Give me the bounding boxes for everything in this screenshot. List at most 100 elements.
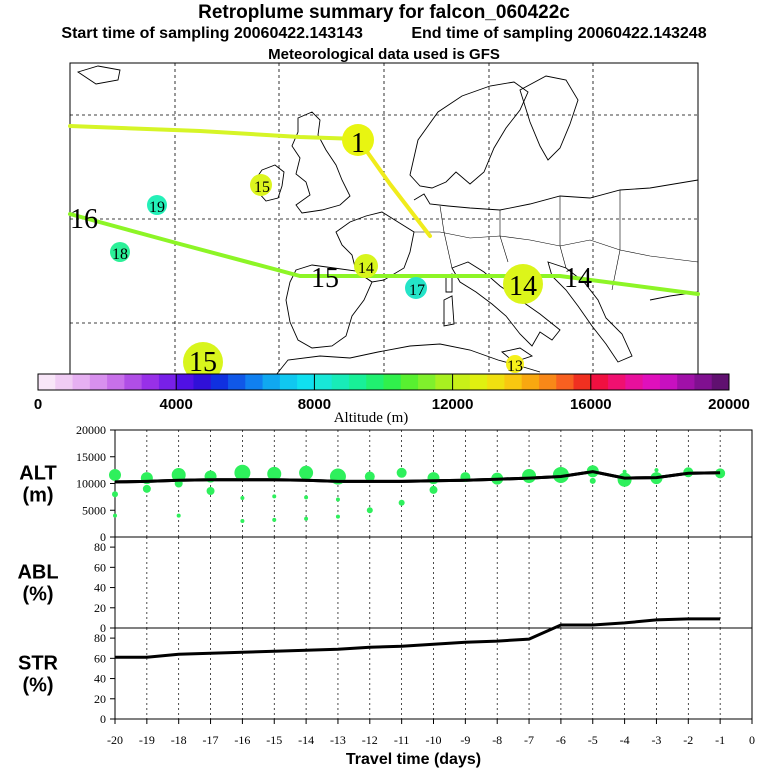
colorbar-cell [262,374,281,390]
plot-panel-1: 0 20 40 60 80 ABL(%) [17,536,753,635]
cluster-circle [342,124,374,156]
x-tick-label: -13 [330,733,346,747]
x-tick-label: -4 [620,733,630,747]
map-coastlines [76,65,699,376]
cluster-circle [354,254,378,278]
map-cluster-label: 14 [509,271,537,302]
particle-dot [304,495,309,500]
cluster-circles [110,124,543,382]
end-time-label: End time of sampling 20060422.143248 [411,25,707,42]
colorbar-cell [556,374,575,390]
y-axis-label: (m) [22,485,53,507]
colorbar-cell [228,374,246,390]
colorbar-cell [38,374,56,390]
colorbar-cell [625,374,644,390]
map-labels: 1 15 19 16 18 15 14 17 14 14 15 13 [70,128,592,378]
colorbar-cell [452,374,471,390]
colorbar-cell [107,374,125,390]
x-tick-label: -16 [234,733,250,747]
colorbar-cell [694,374,713,390]
main-title: Retroplume summary for falcon_060422c [198,2,570,23]
colorbar-cell [642,374,661,390]
colorbar-cell [193,374,212,390]
colorbar-cell [297,374,315,390]
particle-dot [113,513,117,518]
particle-dot [112,491,118,498]
colorbar-tick-label: 0 [34,396,42,413]
colorbar-cell [677,374,695,390]
particle-dot [171,467,186,482]
y-tick-label: 60 [94,560,106,574]
met-data-label: Meteorological data used is GFS [268,46,500,63]
map-cluster-label: 13 [507,358,523,375]
particle-dot [522,469,537,484]
trajectory-south [356,137,432,238]
particle-dot [715,468,726,479]
y-axis-label: ALT [19,463,56,485]
y-axis-label: ABL [17,562,58,584]
colorbar-tick-label: 12000 [432,396,474,413]
colorbar-cell [711,374,730,390]
colorbar-cell [469,374,488,390]
y-tick-label: 20 [94,601,106,615]
particle-dot [234,464,251,481]
series-line-overlay [114,470,721,484]
map-cluster-label: 15 [254,179,270,196]
particle-dot [654,468,659,473]
cluster-circle [503,264,543,304]
map-cluster-label: 14 [358,260,374,277]
map-cluster-label: 1 [351,128,365,159]
x-axis-label: Travel time (days) [346,751,481,768]
y-tick-label: 20 [94,692,106,706]
particle-dot [335,514,340,519]
colorbar-cell [141,374,160,390]
map-cluster-label: 19 [149,199,165,216]
colorbar-cell [245,374,264,390]
colorbar-cell [573,374,592,390]
y-tick-label: 0 [100,712,106,726]
y-tick-label: 15000 [76,450,106,464]
colorbar-tick-label: 4000 [160,396,193,413]
particle-dot [240,495,245,500]
y-tick-label: 80 [94,540,106,554]
cluster-circle [110,242,130,262]
particle-dot [272,494,277,499]
colorbar-cell [176,374,194,390]
plot-panel-0: 0 5000 10000 15000 20000 ALT(m) [19,423,753,544]
colorbar-tick-label: 8000 [298,396,331,413]
plots: 05000100001500020000ALT(m)020406080ABL(%… [17,423,755,768]
colorbar-cell [418,374,436,390]
y-tick-label: 40 [94,672,106,686]
particle-dot [589,477,596,484]
colorbar-cell [279,374,298,390]
x-tick-label: -14 [298,733,314,747]
x-tick-label: -20 [107,733,123,747]
particle-dot [398,499,405,506]
y-tick-label: 80 [94,631,106,645]
x-tick-label: -15 [266,733,282,747]
colorbar-cell [659,374,678,390]
particle-dot [552,466,569,483]
y-tick-label: 20000 [76,423,106,437]
particle-dot [304,516,309,521]
start-time-label: Start time of sampling 20060422.143143 [61,25,363,42]
map-cluster-label: 16 [70,204,98,235]
colorbar-cell [435,374,454,390]
x-tick-label: -11 [394,733,410,747]
map-cluster-label: 18 [112,246,128,263]
colorbar-cell [590,374,609,390]
x-tick-label: -19 [139,733,155,747]
colorbar-frame [37,373,730,391]
x-tick-label: -10 [426,733,442,747]
colorbar-cell [158,374,177,390]
colorbar-cell [504,374,523,390]
cluster-circle [250,174,272,196]
colorbar-cells [38,374,730,390]
particle-dot [206,486,215,495]
particle-dot [272,517,277,522]
x-tick-label: -2 [683,733,693,747]
map-panel: 1 15 19 16 18 15 14 17 14 14 15 13 [68,62,700,382]
x-tick-label: -6 [556,733,566,747]
particle-dot [335,497,340,502]
